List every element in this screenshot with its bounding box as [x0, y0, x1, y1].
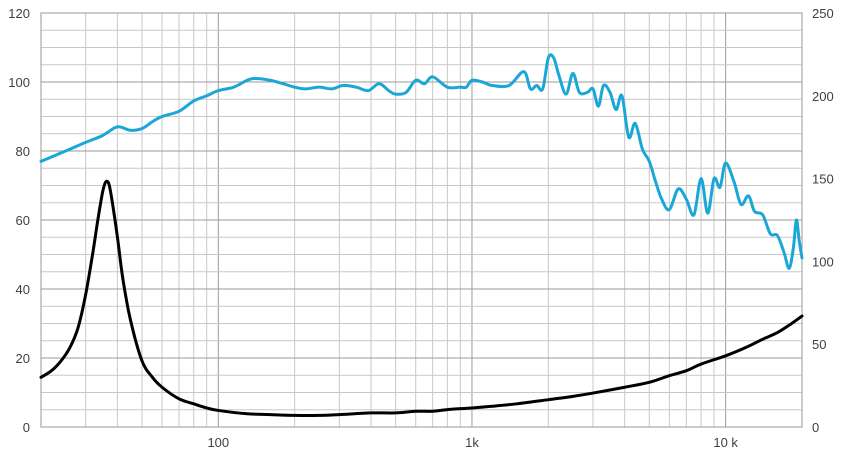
y-tick-label-left: 80 — [16, 144, 30, 159]
y-tick-label-left: 60 — [16, 213, 30, 228]
plot-frame — [40, 12, 803, 428]
y-tick-label-right: 50 — [812, 337, 826, 352]
x-tick-label: 100 — [207, 435, 229, 450]
y-tick-label-left: 0 — [23, 420, 30, 435]
response-line — [39, 53, 804, 270]
grid — [41, 13, 802, 427]
x-tick-label: 1k — [465, 435, 479, 450]
x-axis-ticks: 100 1k 10 k — [207, 435, 738, 450]
series-layer — [39, 53, 804, 418]
y-tick-label-right: 0 — [812, 420, 819, 435]
y-tick-label-right: 150 — [812, 172, 834, 187]
y-tick-label-left: 120 — [8, 6, 30, 21]
y-tick-label-right: 200 — [812, 89, 834, 104]
x-tick-label: 10 k — [713, 435, 738, 450]
y-tick-label-left: 100 — [8, 75, 30, 90]
left-axis-ticks: 0 20 40 60 80 100 120 — [8, 6, 30, 435]
y-tick-label-right: 100 — [812, 254, 834, 269]
y-tick-label-left: 20 — [16, 351, 30, 366]
y-tick-label-left: 40 — [16, 282, 30, 297]
impedance-line — [39, 179, 804, 418]
y-tick-label-right: 250 — [812, 6, 834, 21]
right-axis-ticks: 0 50 100 150 200 250 — [812, 6, 834, 435]
